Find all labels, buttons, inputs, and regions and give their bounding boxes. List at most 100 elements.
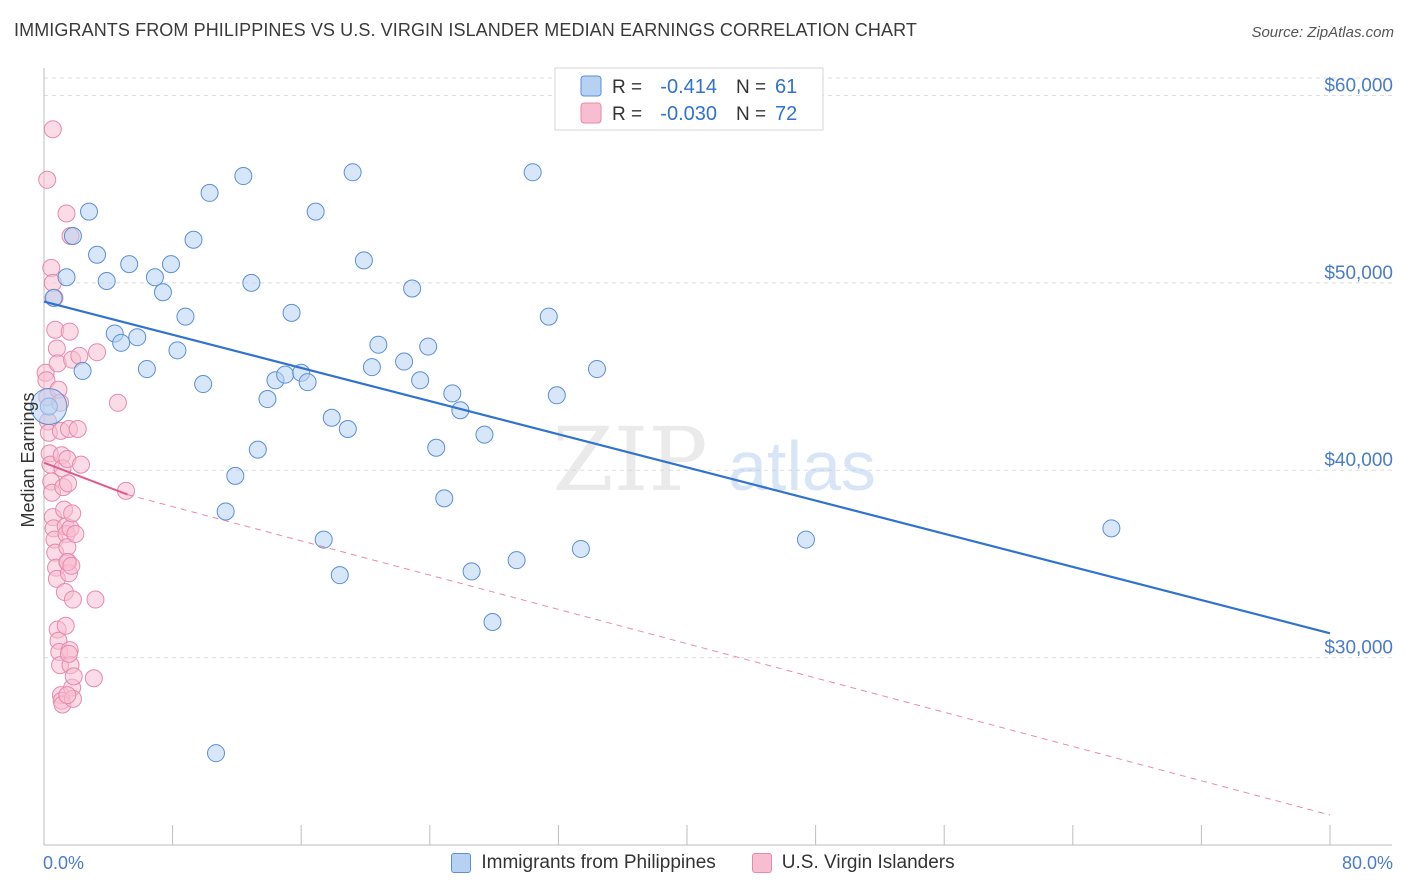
- virgin-islander-point: [68, 420, 87, 439]
- legend-n-label-blue: N =: [736, 77, 766, 98]
- philippines-point: [338, 420, 357, 439]
- philippines-point: [298, 373, 317, 392]
- legend-label-virgin-islanders: U.S. Virgin Islanders: [781, 852, 955, 873]
- virgin-islander-point: [86, 590, 105, 609]
- y-tick-label: $60,000: [1324, 75, 1393, 96]
- virgin-islander-point: [59, 644, 78, 663]
- philippines-point: [248, 440, 267, 459]
- legend-n-value-pink: 72: [775, 103, 797, 125]
- y-tick-label: $30,000: [1324, 638, 1393, 659]
- y-tick-labels: $30,000 $40,000 $50,000 $60,000: [1324, 75, 1393, 658]
- legend-r-value-blue: -0.414: [660, 76, 717, 98]
- virgin-islander-point: [63, 504, 82, 523]
- philippines-point: [523, 163, 542, 182]
- source-label: Source: ZipAtlas.com: [1251, 24, 1394, 41]
- philippines-point: [330, 566, 349, 585]
- philippines-point: [343, 163, 362, 182]
- philippines-point: [216, 502, 235, 521]
- legend-swatch-blue: [580, 75, 602, 97]
- philippines-point: [120, 255, 139, 274]
- philippines-point: [63, 227, 82, 246]
- virgin-islander-point: [62, 556, 81, 575]
- legend-swatch-philippines: [451, 853, 472, 873]
- virgin-islander-point: [88, 343, 107, 362]
- philippines-point: [194, 375, 213, 394]
- philippines-point: [306, 202, 325, 221]
- philippines-point: [242, 273, 261, 292]
- virgin-islander-point: [59, 474, 78, 493]
- chart-title: IMMIGRANTS FROM PHILIPPINES VS U.S. VIRG…: [14, 20, 917, 40]
- legend-n-label-pink: N =: [736, 104, 766, 125]
- legend-label-philippines: Immigrants from Philippines: [481, 852, 716, 873]
- philippines-point: [57, 268, 76, 287]
- trend-line-virgin-islanders: [43, 461, 128, 496]
- x-tick-max: 80.0%: [1342, 853, 1393, 873]
- virgin-islander-point: [84, 669, 103, 688]
- virgin-islander-point: [64, 667, 83, 686]
- trend-lines: [43, 300, 1331, 816]
- grid-lines: [44, 77, 1392, 659]
- philippines-point: [73, 361, 92, 380]
- philippines-point: [475, 425, 494, 444]
- virgin-islander-point: [56, 616, 75, 635]
- philippines-point: [234, 167, 253, 186]
- philippines-point: [462, 562, 481, 581]
- trend-line-virgin-islanders-extended: [127, 494, 1331, 816]
- legend-stats: R = -0.414 N = 61 R = -0.030 N = 72: [554, 67, 824, 131]
- philippines-point: [258, 390, 277, 409]
- philippines-point: [395, 352, 414, 371]
- philippines-point: [161, 255, 180, 274]
- legend-r-value-pink: -0.030: [660, 103, 717, 125]
- legend-r-label-pink: R =: [612, 104, 642, 125]
- y-axis-label: Median Earnings: [18, 392, 38, 527]
- legend-r-label-blue: R =: [612, 77, 642, 98]
- philippines-point: [145, 268, 164, 287]
- philippines-point: [314, 530, 333, 549]
- philippines-point: [112, 333, 131, 352]
- philippines-point: [184, 230, 203, 249]
- philippines-point: [128, 328, 147, 347]
- philippines-point: [539, 307, 558, 326]
- philippines-point: [88, 245, 107, 264]
- virgin-islander-point: [71, 455, 90, 474]
- philippines-point: [483, 613, 502, 632]
- watermark: ZIP atlas: [552, 408, 876, 511]
- philippines-point: [153, 283, 172, 302]
- legend-item-philippines[interactable]: Immigrants from Philippines: [451, 852, 716, 874]
- virgin-islander-point: [70, 346, 89, 365]
- y-tick-label: $40,000: [1324, 450, 1393, 471]
- virgin-islander-point: [43, 120, 62, 139]
- virgin-islander-point: [42, 258, 61, 277]
- philippines-point: [571, 539, 590, 558]
- philippines-point: [427, 438, 446, 457]
- legend-n-value-blue: 61: [775, 76, 797, 98]
- philippines-point: [207, 744, 226, 763]
- virgin-islander-point: [63, 590, 82, 609]
- philippines-point: [97, 271, 116, 290]
- philippines-point: [322, 408, 341, 427]
- virgin-islander-point: [108, 393, 127, 412]
- philippines-point: [443, 384, 462, 403]
- trend-line-philippines: [43, 300, 1331, 635]
- virgin-islander-point: [58, 686, 77, 705]
- virgin-islander-point: [38, 170, 57, 189]
- philippines-point-large: [30, 388, 68, 426]
- watermark-zip: ZIP: [552, 408, 707, 511]
- virgin-islander-point: [57, 204, 76, 223]
- philippines-point: [796, 530, 815, 549]
- philippines-point: [369, 335, 388, 354]
- philippines-point: [176, 307, 195, 326]
- bottom-legend: Immigrants from Philippines U.S. Virgin …: [0, 852, 1406, 874]
- legend-item-virgin-islanders[interactable]: U.S. Virgin Islanders: [751, 852, 955, 874]
- philippines-point: [587, 360, 606, 379]
- virgin-islander-point: [60, 322, 79, 341]
- philippines-point: [282, 303, 301, 322]
- legend-swatch-virgin-islanders: [751, 853, 772, 873]
- philippines-point: [362, 358, 381, 377]
- watermark-atlas: atlas: [728, 427, 876, 505]
- legend-swatch-pink: [580, 102, 602, 124]
- series-us-virgin-islanders: [36, 120, 135, 714]
- philippines-point: [137, 360, 156, 379]
- philippines-point: [547, 386, 566, 405]
